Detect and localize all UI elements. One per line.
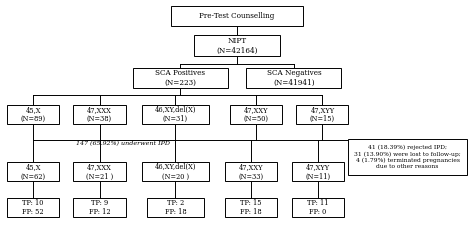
FancyBboxPatch shape xyxy=(348,139,467,175)
FancyBboxPatch shape xyxy=(292,197,344,217)
FancyBboxPatch shape xyxy=(133,68,228,88)
Text: TP: 10
FP: 52: TP: 10 FP: 52 xyxy=(22,199,44,216)
Text: 45,X
(N=62): 45,X (N=62) xyxy=(20,163,46,180)
FancyBboxPatch shape xyxy=(292,162,344,181)
Text: 47,XXX
(N=38): 47,XXX (N=38) xyxy=(87,106,112,123)
Text: 47,XXY
(N=50): 47,XXY (N=50) xyxy=(244,106,268,123)
FancyBboxPatch shape xyxy=(73,197,126,217)
Text: TP: 9
FP: 12: TP: 9 FP: 12 xyxy=(89,199,110,216)
FancyBboxPatch shape xyxy=(171,6,303,26)
Text: 46,XY,del(X)
(N=20 ): 46,XY,del(X) (N=20 ) xyxy=(155,163,196,180)
Text: TP: 11
FP: 0: TP: 11 FP: 0 xyxy=(307,199,328,216)
FancyBboxPatch shape xyxy=(73,162,126,181)
Text: 41 (18.39%) rejected IPD;
31 (13.90%) were lost to follow-up;
4 (1.79%) terminat: 41 (18.39%) rejected IPD; 31 (13.90%) we… xyxy=(354,145,461,169)
FancyBboxPatch shape xyxy=(225,197,277,217)
Text: 45,X
(N=89): 45,X (N=89) xyxy=(20,106,46,123)
Text: 47,XXX
(N=21 ): 47,XXX (N=21 ) xyxy=(86,163,113,180)
Text: TP: 15
FP: 18: TP: 15 FP: 18 xyxy=(240,199,262,216)
Text: SCA Positives
(N=223): SCA Positives (N=223) xyxy=(155,69,205,87)
FancyBboxPatch shape xyxy=(7,162,59,181)
FancyBboxPatch shape xyxy=(7,197,59,217)
FancyBboxPatch shape xyxy=(142,105,209,124)
Text: 47,XYY
(N=15): 47,XYY (N=15) xyxy=(310,106,335,123)
Text: 46,XY,del(X)
(N=31): 46,XY,del(X) (N=31) xyxy=(155,106,196,123)
Text: 47,XXY
(N=33): 47,XXY (N=33) xyxy=(238,163,264,180)
Text: SCA Negatives
(N=41941): SCA Negatives (N=41941) xyxy=(266,69,321,87)
FancyBboxPatch shape xyxy=(225,162,277,181)
FancyBboxPatch shape xyxy=(246,68,341,88)
Text: NIPT
(N=42164): NIPT (N=42164) xyxy=(216,37,258,55)
Text: Pre-Test Counselling: Pre-Test Counselling xyxy=(199,12,275,20)
FancyBboxPatch shape xyxy=(230,105,282,124)
FancyBboxPatch shape xyxy=(142,162,209,181)
FancyBboxPatch shape xyxy=(194,35,280,56)
FancyBboxPatch shape xyxy=(73,105,126,124)
FancyBboxPatch shape xyxy=(296,105,348,124)
Text: 47,XYY
(N=11): 47,XYY (N=11) xyxy=(305,163,330,180)
FancyBboxPatch shape xyxy=(147,197,204,217)
FancyBboxPatch shape xyxy=(7,105,59,124)
Text: 147 (65.92%) underwent IPD: 147 (65.92%) underwent IPD xyxy=(76,141,170,146)
Text: TP: 2
FP: 18: TP: 2 FP: 18 xyxy=(164,199,186,216)
